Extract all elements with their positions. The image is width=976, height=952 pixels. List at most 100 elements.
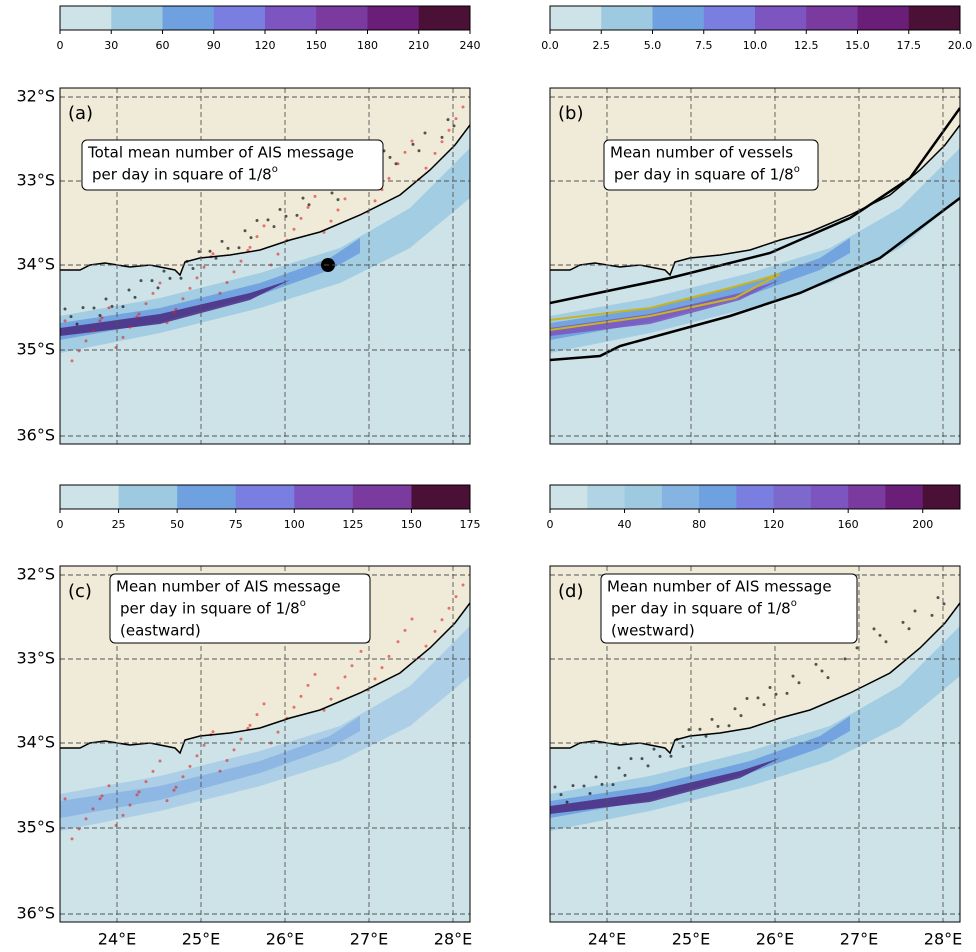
- colorbar-tick-label: 100: [284, 518, 305, 531]
- ais-point: [128, 803, 132, 807]
- shipping-lane-peak: [60, 280, 290, 336]
- ais-point: [646, 764, 650, 768]
- ais-point: [424, 644, 428, 648]
- colorbar-tick-label: 15.0: [845, 39, 870, 52]
- ais-point: [156, 286, 160, 290]
- colorbar-segment: [885, 485, 924, 509]
- colorbar-tick-label: 75: [229, 518, 243, 531]
- ais-point: [100, 794, 104, 798]
- ais-point: [322, 230, 326, 234]
- colorbar-tick-label: 5.0: [644, 39, 662, 52]
- ais-point: [359, 649, 363, 653]
- ais-point: [127, 288, 131, 292]
- ais-point: [336, 686, 340, 690]
- ais-point: [588, 792, 592, 796]
- colorbar-segment: [162, 6, 215, 30]
- annotation-superscript: o: [272, 164, 278, 175]
- ais-point: [704, 734, 708, 738]
- ais-point: [165, 799, 169, 803]
- annotation-text: per day in square of 1/8o: [611, 598, 797, 618]
- ais-point: [452, 124, 456, 128]
- ais-point: [100, 316, 104, 320]
- ais-point: [75, 322, 79, 326]
- colorbar-segment: [922, 485, 961, 509]
- ais-point: [403, 150, 407, 154]
- colorbar-tick-label: 50: [170, 518, 184, 531]
- annotation-text: (eastward): [120, 622, 201, 640]
- annotation-superscript: o: [791, 598, 797, 609]
- colorbar-tick-label: 10.0: [743, 39, 768, 52]
- colorbar: 0 30 60 90 120 150 180 210 240: [57, 5, 481, 52]
- ais-point: [144, 780, 148, 784]
- ais-point: [433, 629, 437, 633]
- ais-point: [98, 319, 102, 323]
- ais-point: [565, 800, 569, 804]
- ais-point: [582, 784, 586, 788]
- lat-label: 36°S: [16, 904, 55, 923]
- ais-point: [165, 321, 169, 325]
- colorbar-segment: [418, 6, 471, 30]
- colorbar-segment: [235, 485, 295, 509]
- ais-point: [208, 249, 212, 253]
- lat-label: 32°S: [16, 565, 55, 584]
- colorbar-segment: [60, 485, 120, 509]
- map-frame: [549, 565, 961, 923]
- shipping-lane-core: [550, 238, 850, 340]
- ais-point: [69, 315, 73, 319]
- annotation-box: [603, 139, 819, 191]
- ais-point: [248, 723, 252, 727]
- ais-point: [162, 269, 166, 273]
- annotation-superscript: o: [794, 164, 800, 175]
- ais-point: [214, 256, 218, 260]
- lon-label: 27°E: [350, 930, 388, 949]
- ais-point: [188, 764, 192, 768]
- ais-point: [225, 758, 229, 762]
- ais-point: [63, 307, 67, 311]
- ais-point: [104, 297, 108, 301]
- map-panel: (b) Mean number of vessels per day in squa…: [549, 87, 961, 445]
- ais-point: [172, 310, 176, 314]
- ais-point: [174, 785, 178, 789]
- colorbar-segment: [213, 6, 266, 30]
- ais-point: [461, 583, 465, 587]
- ais-point: [211, 730, 215, 734]
- ais-point: [878, 633, 882, 637]
- colorbar-segment: [703, 6, 756, 30]
- ais-point: [640, 757, 644, 761]
- ais-point: [239, 737, 243, 741]
- ais-point: [292, 705, 296, 709]
- lat-label: 35°S: [16, 818, 55, 837]
- annotation-text: Mean number of vessels: [610, 144, 793, 162]
- ais-point: [710, 717, 714, 721]
- ais-point: [218, 769, 222, 773]
- ais-point: [121, 305, 125, 309]
- map-frame: [549, 87, 961, 445]
- ais-point: [255, 235, 259, 239]
- ais-point: [232, 748, 236, 752]
- colorbar-tick-label: 120: [255, 39, 276, 52]
- ais-point: [380, 666, 384, 670]
- colorbar-segment: [265, 6, 317, 30]
- lon-label: 25°E: [672, 930, 710, 949]
- shipping-lane: [550, 626, 960, 831]
- ais-point: [411, 142, 415, 146]
- ais-point: [276, 730, 280, 734]
- colorbar-tick-label: 90: [207, 39, 221, 52]
- colorbar-segment: [773, 485, 812, 509]
- ais-point: [559, 793, 563, 797]
- ais-point: [168, 276, 172, 280]
- ais-point: [447, 606, 451, 610]
- colorbar: 0 25 50 75 100 125 150 175: [57, 484, 481, 531]
- ais-point: [133, 295, 137, 299]
- ais-point: [907, 627, 911, 631]
- colorbar-segment: [111, 6, 163, 30]
- ais-point: [594, 775, 598, 779]
- lon-label: 25°E: [182, 930, 220, 949]
- coastline: [550, 124, 960, 277]
- ais-point: [195, 754, 199, 758]
- ais-point: [172, 788, 176, 792]
- ais-point: [797, 681, 801, 685]
- map-frame: [59, 565, 471, 923]
- ais-point: [447, 128, 451, 132]
- lat-label: 32°S: [16, 87, 55, 106]
